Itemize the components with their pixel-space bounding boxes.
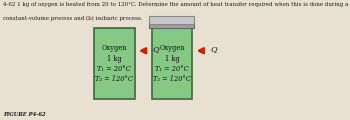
Text: 1 kg: 1 kg [164,54,179,63]
Text: constant-volume process and (b) isobaric process.: constant-volume process and (b) isobaric… [3,16,143,21]
Text: T₁ = 20°C: T₁ = 20°C [97,65,131,73]
Text: Q: Q [153,46,159,54]
Bar [149,24,194,28]
Bar [149,16,194,24]
Text: Oxygen: Oxygen [102,44,127,52]
Text: T₂ = 120°C: T₂ = 120°C [95,75,133,83]
Text: T₂ = 120°C: T₂ = 120°C [153,75,191,83]
Text: 1 kg: 1 kg [107,54,121,63]
Text: 4-62 1 kg of oxygen is heated from 20 to 120°C. Determine the amount of heat tra: 4-62 1 kg of oxygen is heated from 20 to… [3,1,350,7]
Text: Q: Q [211,46,217,54]
Text: Oxygen: Oxygen [159,44,185,52]
Bar [94,28,134,99]
Text: FIGURE P4-62: FIGURE P4-62 [3,112,46,117]
Bar [152,28,192,99]
Text: T₁ = 20°C: T₁ = 20°C [155,65,189,73]
